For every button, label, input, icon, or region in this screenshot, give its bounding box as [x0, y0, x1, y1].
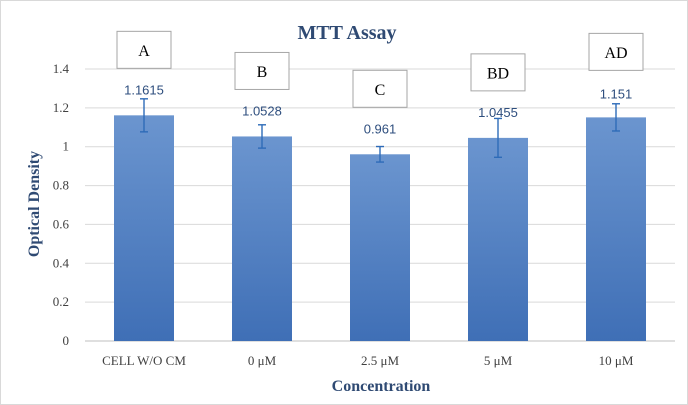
bar-1: [114, 115, 174, 341]
group-letter-1: A: [138, 43, 150, 60]
chart-title: MTT Assay: [297, 22, 396, 44]
data-label-1: 1.1615: [124, 82, 164, 97]
group-letter-5: AD: [604, 45, 627, 62]
x-tick-label: 10 μM: [599, 353, 634, 368]
y-tick-label: 1.4: [53, 61, 70, 76]
bar-4: [468, 137, 528, 341]
error-bar-3: [376, 145, 384, 163]
group-letter-box-1: [116, 30, 172, 69]
x-tick-label: 0 μM: [248, 353, 277, 368]
error-bar-2: [258, 124, 266, 149]
y-tick-label: 1: [63, 139, 70, 154]
group-letter-4: BD: [487, 65, 509, 82]
y-tick-label: 0.6: [53, 216, 70, 231]
group-letter-2: B: [257, 64, 268, 81]
x-tick-label: 5 μM: [484, 353, 513, 368]
y-tick-label: 0.2: [53, 294, 69, 309]
bar-2: [232, 136, 292, 341]
group-letter-3: C: [375, 82, 386, 99]
group-letter-box-4: [470, 53, 526, 92]
bar-5: [586, 117, 646, 342]
bar-3: [350, 154, 410, 341]
error-bar-4: [494, 117, 502, 159]
x-tick-label: 2.5 μM: [361, 353, 399, 368]
error-bar-1: [140, 98, 148, 133]
y-axis-title: Optical Density: [26, 151, 43, 257]
data-label-5: 1.151: [600, 86, 633, 101]
data-label-2: 1.0528: [242, 103, 282, 118]
data-label-3: 0.961: [364, 121, 397, 136]
y-tick-label: 0.4: [53, 255, 70, 270]
y-tick-label: 1.2: [53, 100, 69, 115]
group-letter-box-2: [234, 51, 290, 90]
y-tick-label: 0: [63, 333, 70, 348]
group-letter-box-5: [588, 32, 644, 71]
data-label-4: 1.0455: [478, 105, 518, 120]
y-tick-label: 0.8: [53, 178, 69, 193]
error-bar-5: [612, 103, 620, 132]
x-tick-label: CELL W/O CM: [102, 353, 186, 368]
group-letter-box-3: [352, 69, 408, 108]
x-axis-title: Concentration: [332, 378, 431, 395]
